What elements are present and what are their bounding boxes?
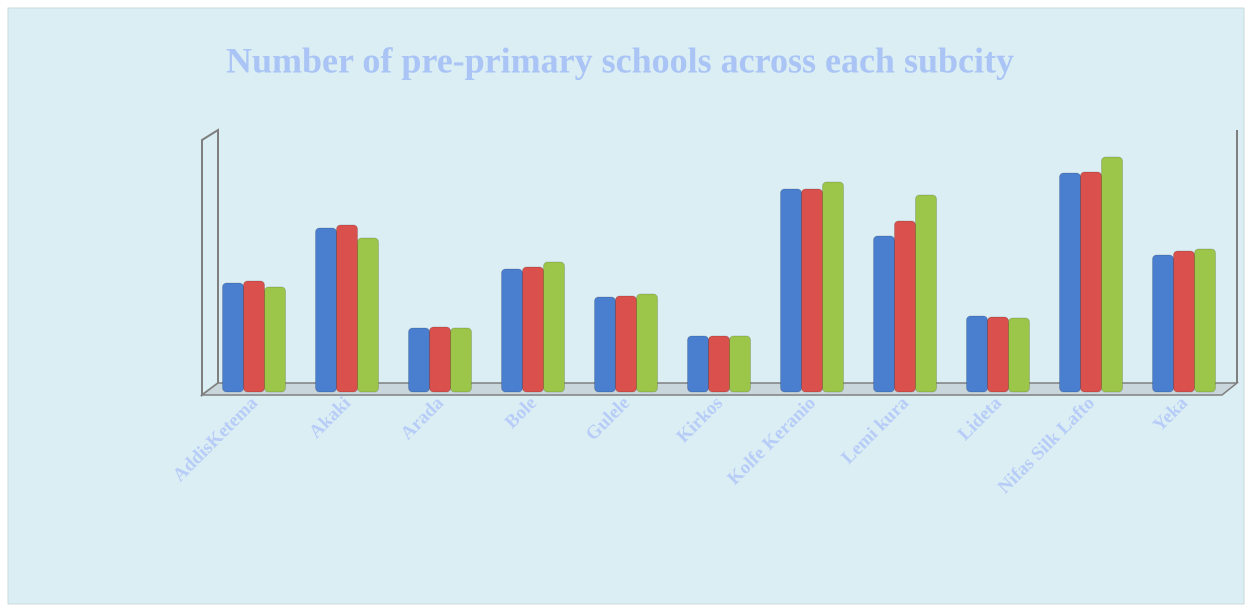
bar xyxy=(594,296,616,393)
bar xyxy=(966,315,988,393)
bar xyxy=(987,316,1009,393)
chart-title: Number of pre-primary schools across eac… xyxy=(226,40,1014,80)
bar xyxy=(315,227,337,393)
bar xyxy=(1173,250,1195,393)
bar xyxy=(873,235,895,393)
bar xyxy=(801,188,823,393)
bar xyxy=(1194,248,1216,393)
bar xyxy=(336,224,358,393)
bar xyxy=(429,326,451,393)
bar xyxy=(1101,156,1123,393)
bar xyxy=(264,286,286,393)
bar xyxy=(780,188,802,393)
bar xyxy=(1008,317,1030,393)
bar xyxy=(357,237,379,393)
bar xyxy=(522,266,544,393)
bar xyxy=(615,295,637,393)
bar xyxy=(243,280,265,393)
bar xyxy=(894,220,916,393)
bar xyxy=(408,327,430,393)
bar xyxy=(687,335,709,393)
bar xyxy=(222,282,244,393)
bar xyxy=(822,181,844,393)
bar xyxy=(915,194,937,393)
bar xyxy=(1080,171,1102,393)
bar xyxy=(708,335,730,393)
bar xyxy=(450,327,472,393)
bar xyxy=(543,261,565,393)
bar xyxy=(636,293,658,393)
bar xyxy=(1059,172,1081,393)
bar xyxy=(501,268,523,393)
bar xyxy=(729,335,751,393)
bar xyxy=(1152,254,1174,393)
